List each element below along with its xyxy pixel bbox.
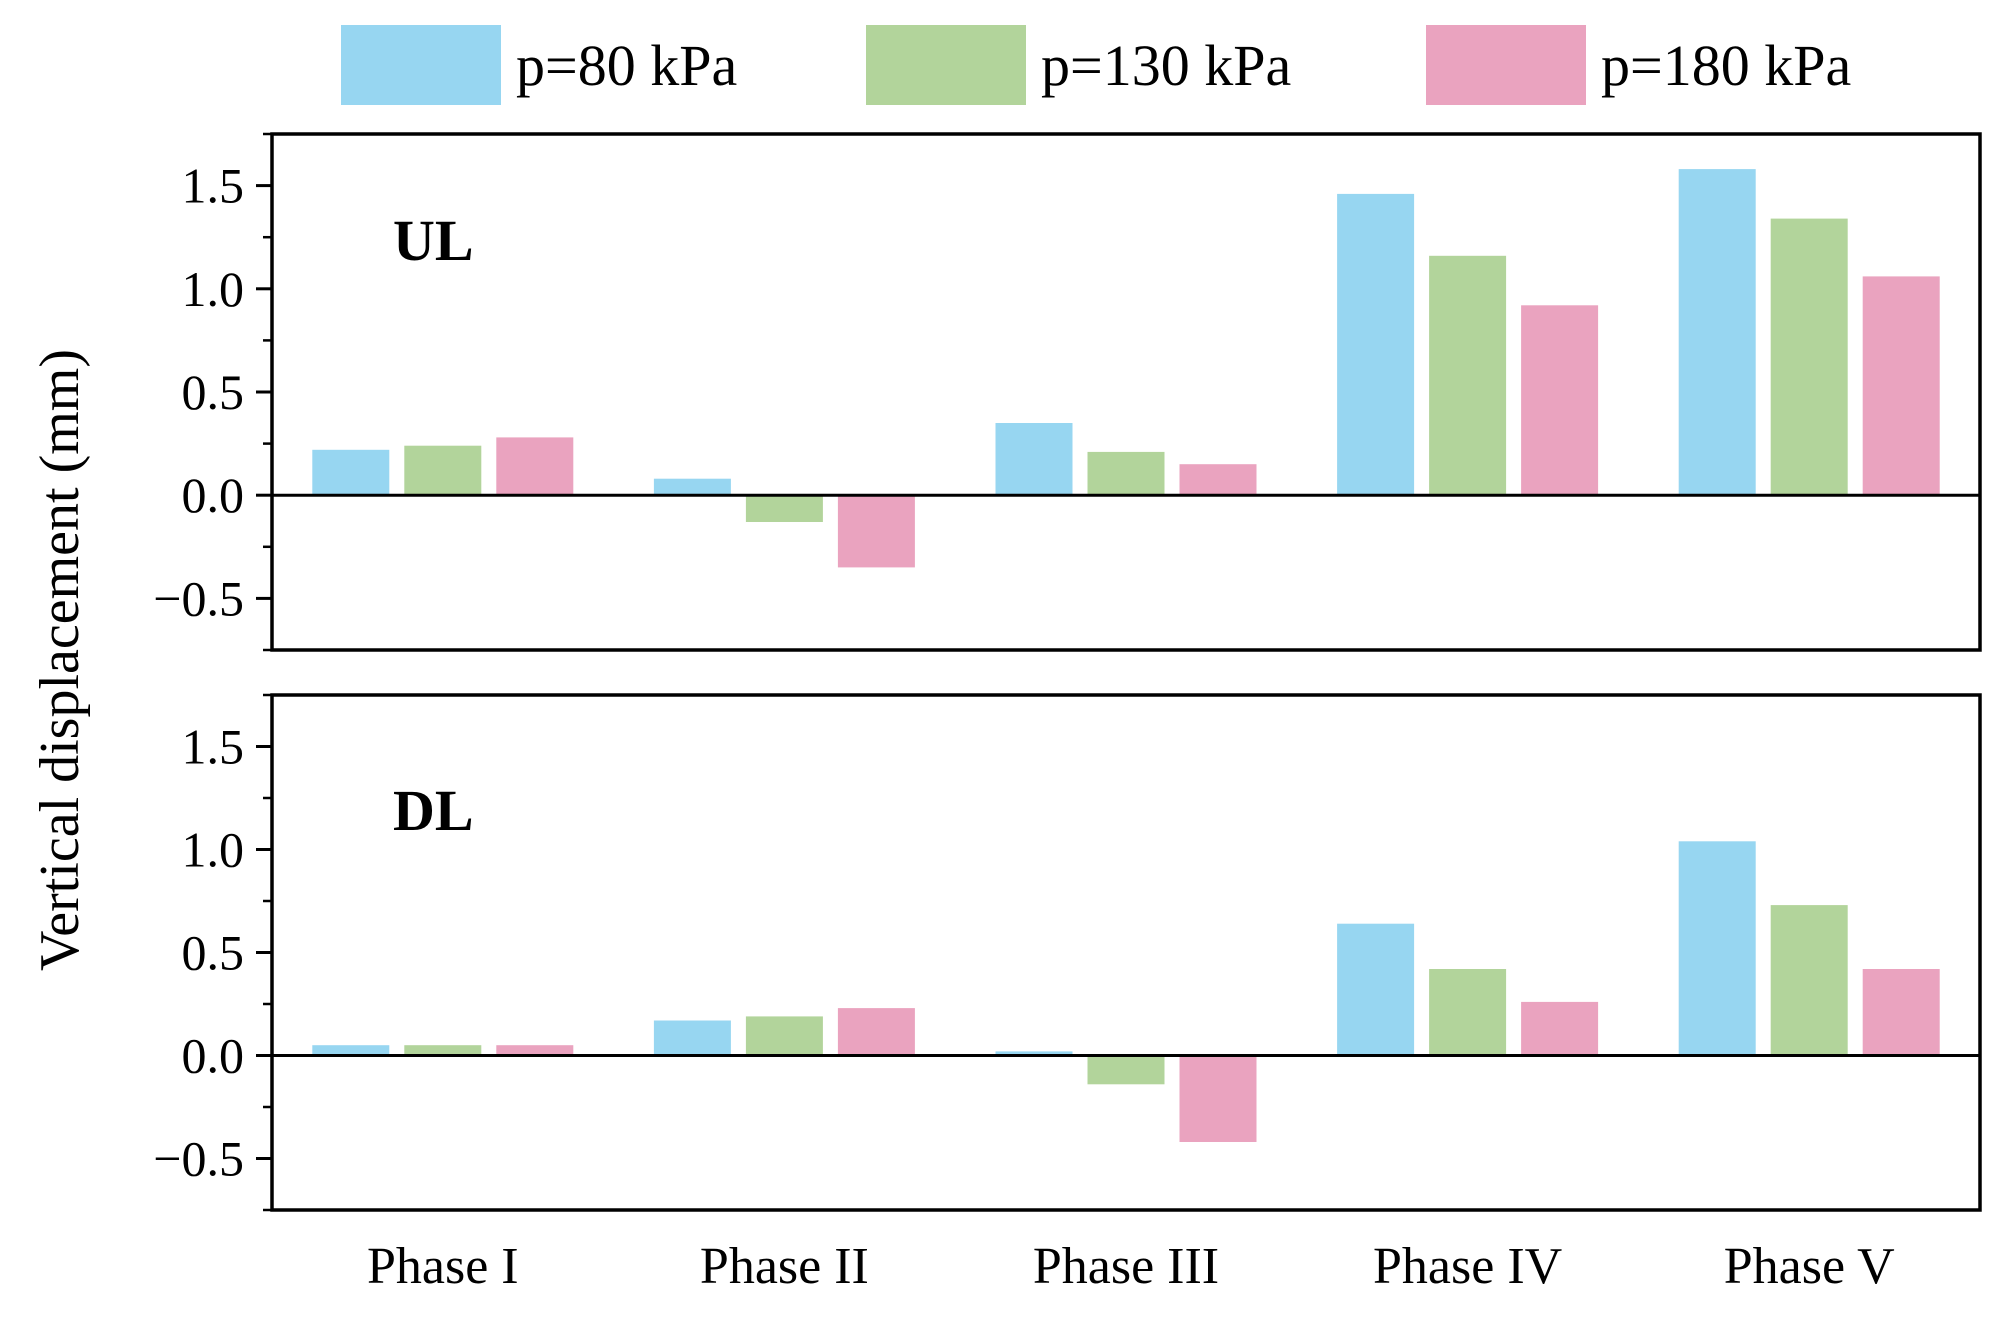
bar xyxy=(995,1051,1073,1056)
bar xyxy=(995,423,1073,496)
bar xyxy=(1862,969,1940,1056)
panels-layer: −0.5 0.0 0.5 1.0 1.5 −0.5 0.0 0.5 1.0 1.5 xyxy=(153,132,1982,1212)
y-tick-label: 1.5 xyxy=(182,158,245,214)
legend-item-1: p=130 kPa xyxy=(866,25,1291,105)
bar xyxy=(1770,218,1848,496)
panel-label-dl: DL xyxy=(393,778,474,843)
legend-swatch xyxy=(866,25,1026,105)
legend-item-0: p=80 kPa xyxy=(341,25,737,105)
bar xyxy=(1678,841,1756,1056)
bar xyxy=(1429,255,1507,496)
y-tick-label: 1.0 xyxy=(182,261,245,317)
legend-swatch xyxy=(341,25,501,105)
bar xyxy=(1087,451,1165,496)
y-tick-label: −0.5 xyxy=(153,570,244,626)
x-tick-label: Phase II xyxy=(700,1238,869,1295)
bar xyxy=(653,1020,731,1056)
category-labels: Phase I Phase II Phase III Phase IV Phase V xyxy=(367,1238,1895,1295)
bar xyxy=(745,1016,823,1056)
bar xyxy=(745,495,823,522)
bar xyxy=(837,1008,915,1056)
x-tick-label: Phase IV xyxy=(1373,1238,1562,1295)
legend: p=80 kPa p=130 kPa p=180 kPa xyxy=(341,25,1851,105)
y-tick-label: 0.0 xyxy=(182,467,245,523)
x-tick-label: Phase I xyxy=(367,1238,519,1295)
panel-label-ul: UL xyxy=(393,208,474,273)
x-tick-label: Phase III xyxy=(1033,1238,1219,1295)
x-tick-label: Phase V xyxy=(1724,1238,1895,1295)
legend-label: p=180 kPa xyxy=(1601,33,1851,98)
bar xyxy=(837,495,915,568)
bar xyxy=(1429,969,1507,1056)
y-tick-label: 0.5 xyxy=(182,364,245,420)
legend-label: p=130 kPa xyxy=(1041,33,1291,98)
bar xyxy=(1862,276,1940,496)
bar xyxy=(1337,193,1415,496)
bar xyxy=(404,445,482,496)
bar xyxy=(1770,905,1848,1056)
legend-item-2: p=180 kPa xyxy=(1426,25,1851,105)
panel-ul: −0.5 0.0 0.5 1.0 1.5 xyxy=(153,132,1982,652)
y-tick-label: 0.5 xyxy=(182,925,245,981)
bar xyxy=(1678,169,1756,496)
legend-label: p=80 kPa xyxy=(516,33,737,98)
bar xyxy=(312,1045,390,1056)
bar xyxy=(1179,464,1257,496)
y-tick-label: 1.5 xyxy=(182,719,245,775)
bar xyxy=(312,449,390,496)
bar xyxy=(1521,1001,1599,1056)
bar xyxy=(1179,1055,1257,1142)
bar xyxy=(1337,923,1415,1056)
bar xyxy=(1521,305,1599,496)
y-axis-label: Vertical displacement (mm) xyxy=(29,349,91,971)
bar xyxy=(1087,1055,1165,1085)
y-tick-label: 1.0 xyxy=(182,822,245,878)
bar xyxy=(496,437,574,496)
bar xyxy=(653,478,731,496)
legend-swatch xyxy=(1426,25,1586,105)
bar xyxy=(404,1045,482,1056)
panel-dl: −0.5 0.0 0.5 1.0 1.5 xyxy=(153,693,1982,1212)
y-tick-label: −0.5 xyxy=(153,1131,244,1187)
y-tick-label: 0.0 xyxy=(182,1028,245,1084)
bar xyxy=(496,1045,574,1056)
